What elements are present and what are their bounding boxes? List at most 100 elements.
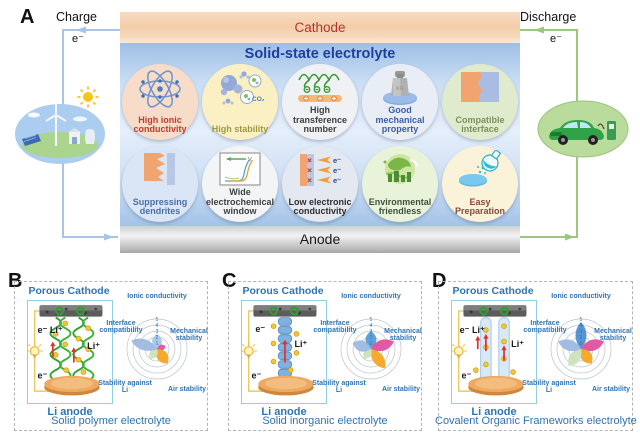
svg-text:e⁻: e⁻ [333,166,341,175]
li-anode-disk [44,375,100,396]
svg-text:5: 5 [156,317,159,323]
svg-text:×: × [307,175,312,185]
feature-circle: Suppressing dendrites [122,146,198,222]
svg-text:2: 2 [580,335,583,341]
charging-station-icon [607,121,616,140]
discharge-arrow-icon [565,233,575,241]
panel-c-caption: Solid inorganic electrolyte [262,415,388,427]
axis-ionic-conductivity: Ionic conductivity [127,293,187,300]
svg-text:5: 5 [580,317,583,323]
svg-text:4: 4 [580,323,583,329]
axis-mechanical-stability: Mechanical stability [170,328,208,343]
renewable-energy-illustration [14,101,106,172]
cathode-layer: Cathode [120,12,520,43]
porous-cathode-label: Porous Cathode [452,285,534,297]
svg-text:4: 4 [156,323,159,329]
solar-panel-icon [22,134,41,146]
cooling-tower-icon [85,129,95,144]
feature-label: Low electronic conductivity [288,196,352,217]
svg-text:4: 4 [370,323,373,329]
porous-cathode-label: Porous Cathode [242,285,324,297]
feature-circle: Compatible interface [442,64,518,140]
inorganic-electrolyte-cell: e⁻ Li⁺ e⁻ [240,300,327,404]
discharge-label: Discharge [520,10,577,24]
porous-cathode-bar [39,305,103,317]
cof-electrolyte-cell: e⁻ Li⁺ Li⁺ e⁻ [450,300,537,404]
axis-air-stability: Air stability [591,386,631,393]
axis-interface-compatibility: Interface compatibility [523,320,567,335]
li-anode-disk [258,375,314,396]
axis-air-stability: Air stability [167,386,207,393]
svg-text:KG: KG [396,86,403,92]
feature-circle: High ionic conductivity [122,64,198,140]
axis-air-stability: Air stability [381,386,421,393]
charge-label: Charge [56,10,97,24]
cv-window-icon: V [216,150,264,193]
porous-cathode-bar [253,305,317,317]
feature-label: Compatible interface [455,114,505,135]
svg-text:e⁻ Li⁺: e⁻ Li⁺ [38,325,63,335]
svg-text:×: × [307,165,312,175]
svg-text:3: 3 [580,329,583,335]
feature-circle: CO₂ High stability [202,64,278,140]
feature-circle: KG Good mechanical property [362,64,438,140]
feature-circle: Easy Preparation [442,146,518,222]
weight-icon: KG [376,68,424,113]
svg-text:1: 1 [156,341,159,347]
feature-label: Wide electrochemical window [205,186,275,217]
svg-text:CO₂: CO₂ [252,96,264,103]
svg-text:Li⁺: Li⁺ [87,341,100,351]
axis-stability-against-li: Stability against Li [98,380,152,395]
svg-text:Li⁺: Li⁺ [295,339,308,349]
li-anode-label: Li anode [47,406,93,418]
panel-a-letter: A [20,6,35,28]
svg-text:3: 3 [370,329,373,335]
feature-label: Good mechanical property [375,104,425,135]
svg-text:2: 2 [156,335,159,341]
discharge-electron-label: e⁻ [550,33,562,45]
feature-label: Environmental friendless [368,196,432,217]
axis-interface-compatibility: Interface compatibility [313,320,357,335]
bulb-icon [26,341,43,358]
charge-electron-label: e⁻ [72,33,84,45]
svg-text:V: V [248,157,252,163]
svg-text:e⁻ Li⁺: e⁻ Li⁺ [460,325,485,335]
feature-label: High transference number [292,104,348,135]
porous-cathode-bar [463,305,527,317]
svg-text:e⁻: e⁻ [255,324,265,334]
feature-circle: Environmental friendless [362,146,438,222]
li-anode-label: Li anode [471,406,517,418]
interface-icon [456,68,504,111]
svg-text:e⁻: e⁻ [462,371,472,381]
svg-text:1: 1 [370,341,373,347]
anode-layer: Anode [120,226,520,253]
svg-text:e⁻: e⁻ [38,371,48,381]
electrolyte-title: Solid-state electrolyte [244,46,396,62]
feature-label: High stability [211,124,269,135]
bulb-icon [240,341,257,358]
feature-circle: × × × e⁻ e⁻ e⁻ Low electronic conductivity [282,146,358,222]
electric-car-illustration [537,99,629,164]
svg-text:×: × [307,155,312,165]
panel-d-caption: Covalent Organic Frameworks electrolyte [435,415,637,427]
li-anode-disk [468,375,524,396]
svg-text:e⁻: e⁻ [252,371,262,381]
charge-arrow-icon [104,233,114,241]
feature-label: Easy Preparation [454,196,505,217]
svg-text:e⁻: e⁻ [333,156,341,165]
feature-circle: High transference number [282,64,358,140]
svg-text:e⁻: e⁻ [333,176,341,185]
svg-text:5: 5 [370,317,373,323]
svg-text:3: 3 [156,329,159,335]
